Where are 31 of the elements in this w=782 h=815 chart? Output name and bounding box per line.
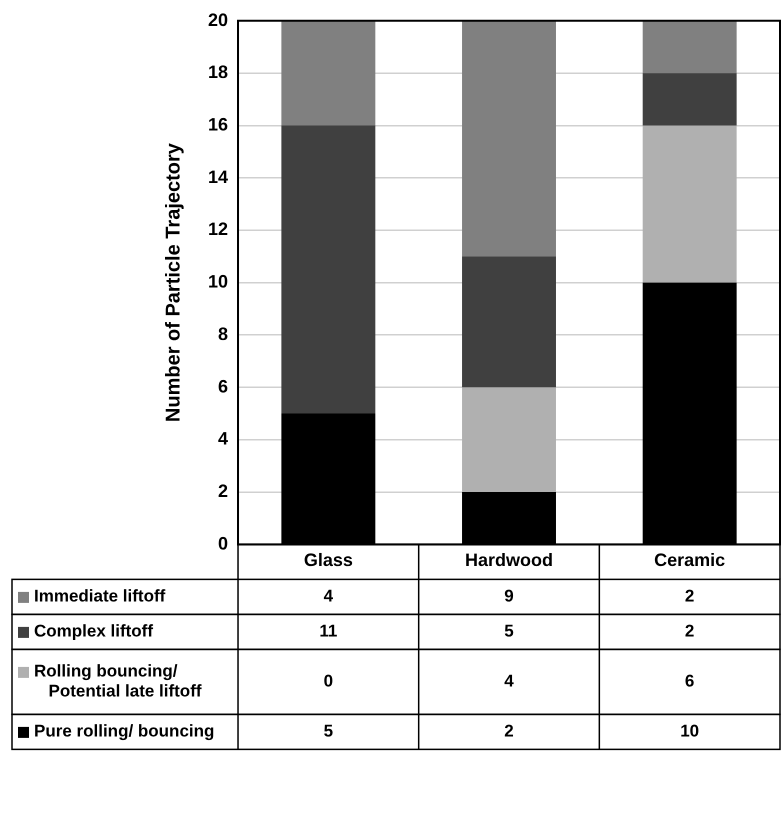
y-tick-label: 20 (208, 10, 228, 30)
data-label: 11 (319, 622, 338, 641)
y-tick-label: 18 (208, 62, 228, 82)
y-axis-title: Number of Particle Trajectory (162, 142, 185, 422)
y-tick-label: 14 (208, 166, 228, 187)
data-label: 9 (504, 586, 514, 606)
legend-label: Complex liftoff (34, 622, 154, 641)
y-tick-label: 8 (218, 324, 228, 344)
y-tick-label: 6 (218, 376, 228, 396)
data-label: 2 (684, 586, 694, 606)
y-tick-label: 4 (218, 428, 228, 449)
y-tick-label: 0 (218, 533, 228, 554)
x-tick-label: Ceramic (654, 550, 726, 570)
data-label: 10 (680, 722, 700, 741)
legend-label: Pure rolling/ bouncing (34, 722, 214, 741)
legend-label: Immediate liftoff (34, 586, 166, 606)
x-tick-label: Hardwood (465, 550, 554, 570)
data-label: 0 (324, 672, 334, 691)
data-label: 2 (684, 622, 694, 641)
data-label: 5 (504, 622, 514, 641)
y-tick-label: 2 (218, 481, 228, 502)
data-label: 4 (324, 586, 334, 606)
data-label: 4 (504, 672, 514, 691)
data-label: 6 (684, 672, 694, 691)
y-tick-label: 16 (208, 114, 228, 134)
y-tick-label: 12 (208, 219, 228, 240)
legend-label: Rolling bouncing/ Potential late liftoff (34, 662, 202, 701)
y-tick-label: 10 (208, 272, 228, 292)
data-label: 2 (504, 722, 514, 741)
data-label: 5 (324, 722, 334, 741)
x-tick-label: Glass (304, 550, 353, 570)
